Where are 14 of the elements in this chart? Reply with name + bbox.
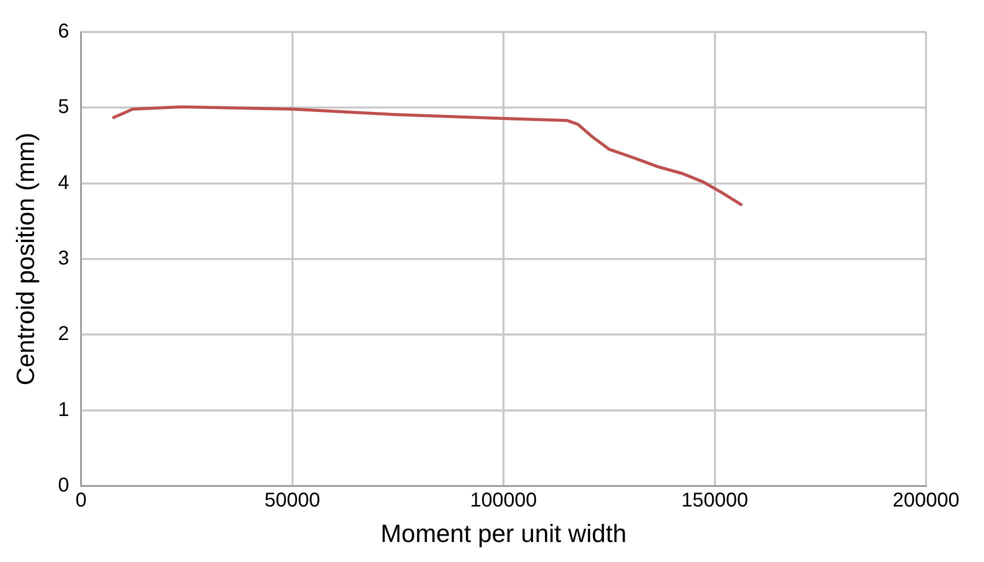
x-tick-label: 0 <box>76 490 87 512</box>
x-tick-label: 200000 <box>892 490 960 512</box>
x-tick-label: 50000 <box>264 490 320 512</box>
y-tick-label: 6 <box>58 20 70 43</box>
x-tick-label: 100000 <box>470 490 537 512</box>
y-tick-label: 0 <box>58 474 70 497</box>
y-tick-label: 5 <box>58 96 70 118</box>
y-tick-label: 4 <box>58 172 70 194</box>
x-axis-title: Moment per unit width <box>380 520 627 548</box>
y-tick-label: 2 <box>58 323 70 346</box>
x-tick-label: 150000 <box>681 490 748 512</box>
y-tick-label: 1 <box>58 398 70 421</box>
y-axis-title: Centroid position (mm) <box>12 132 40 386</box>
y-tick-label: 3 <box>58 248 70 270</box>
